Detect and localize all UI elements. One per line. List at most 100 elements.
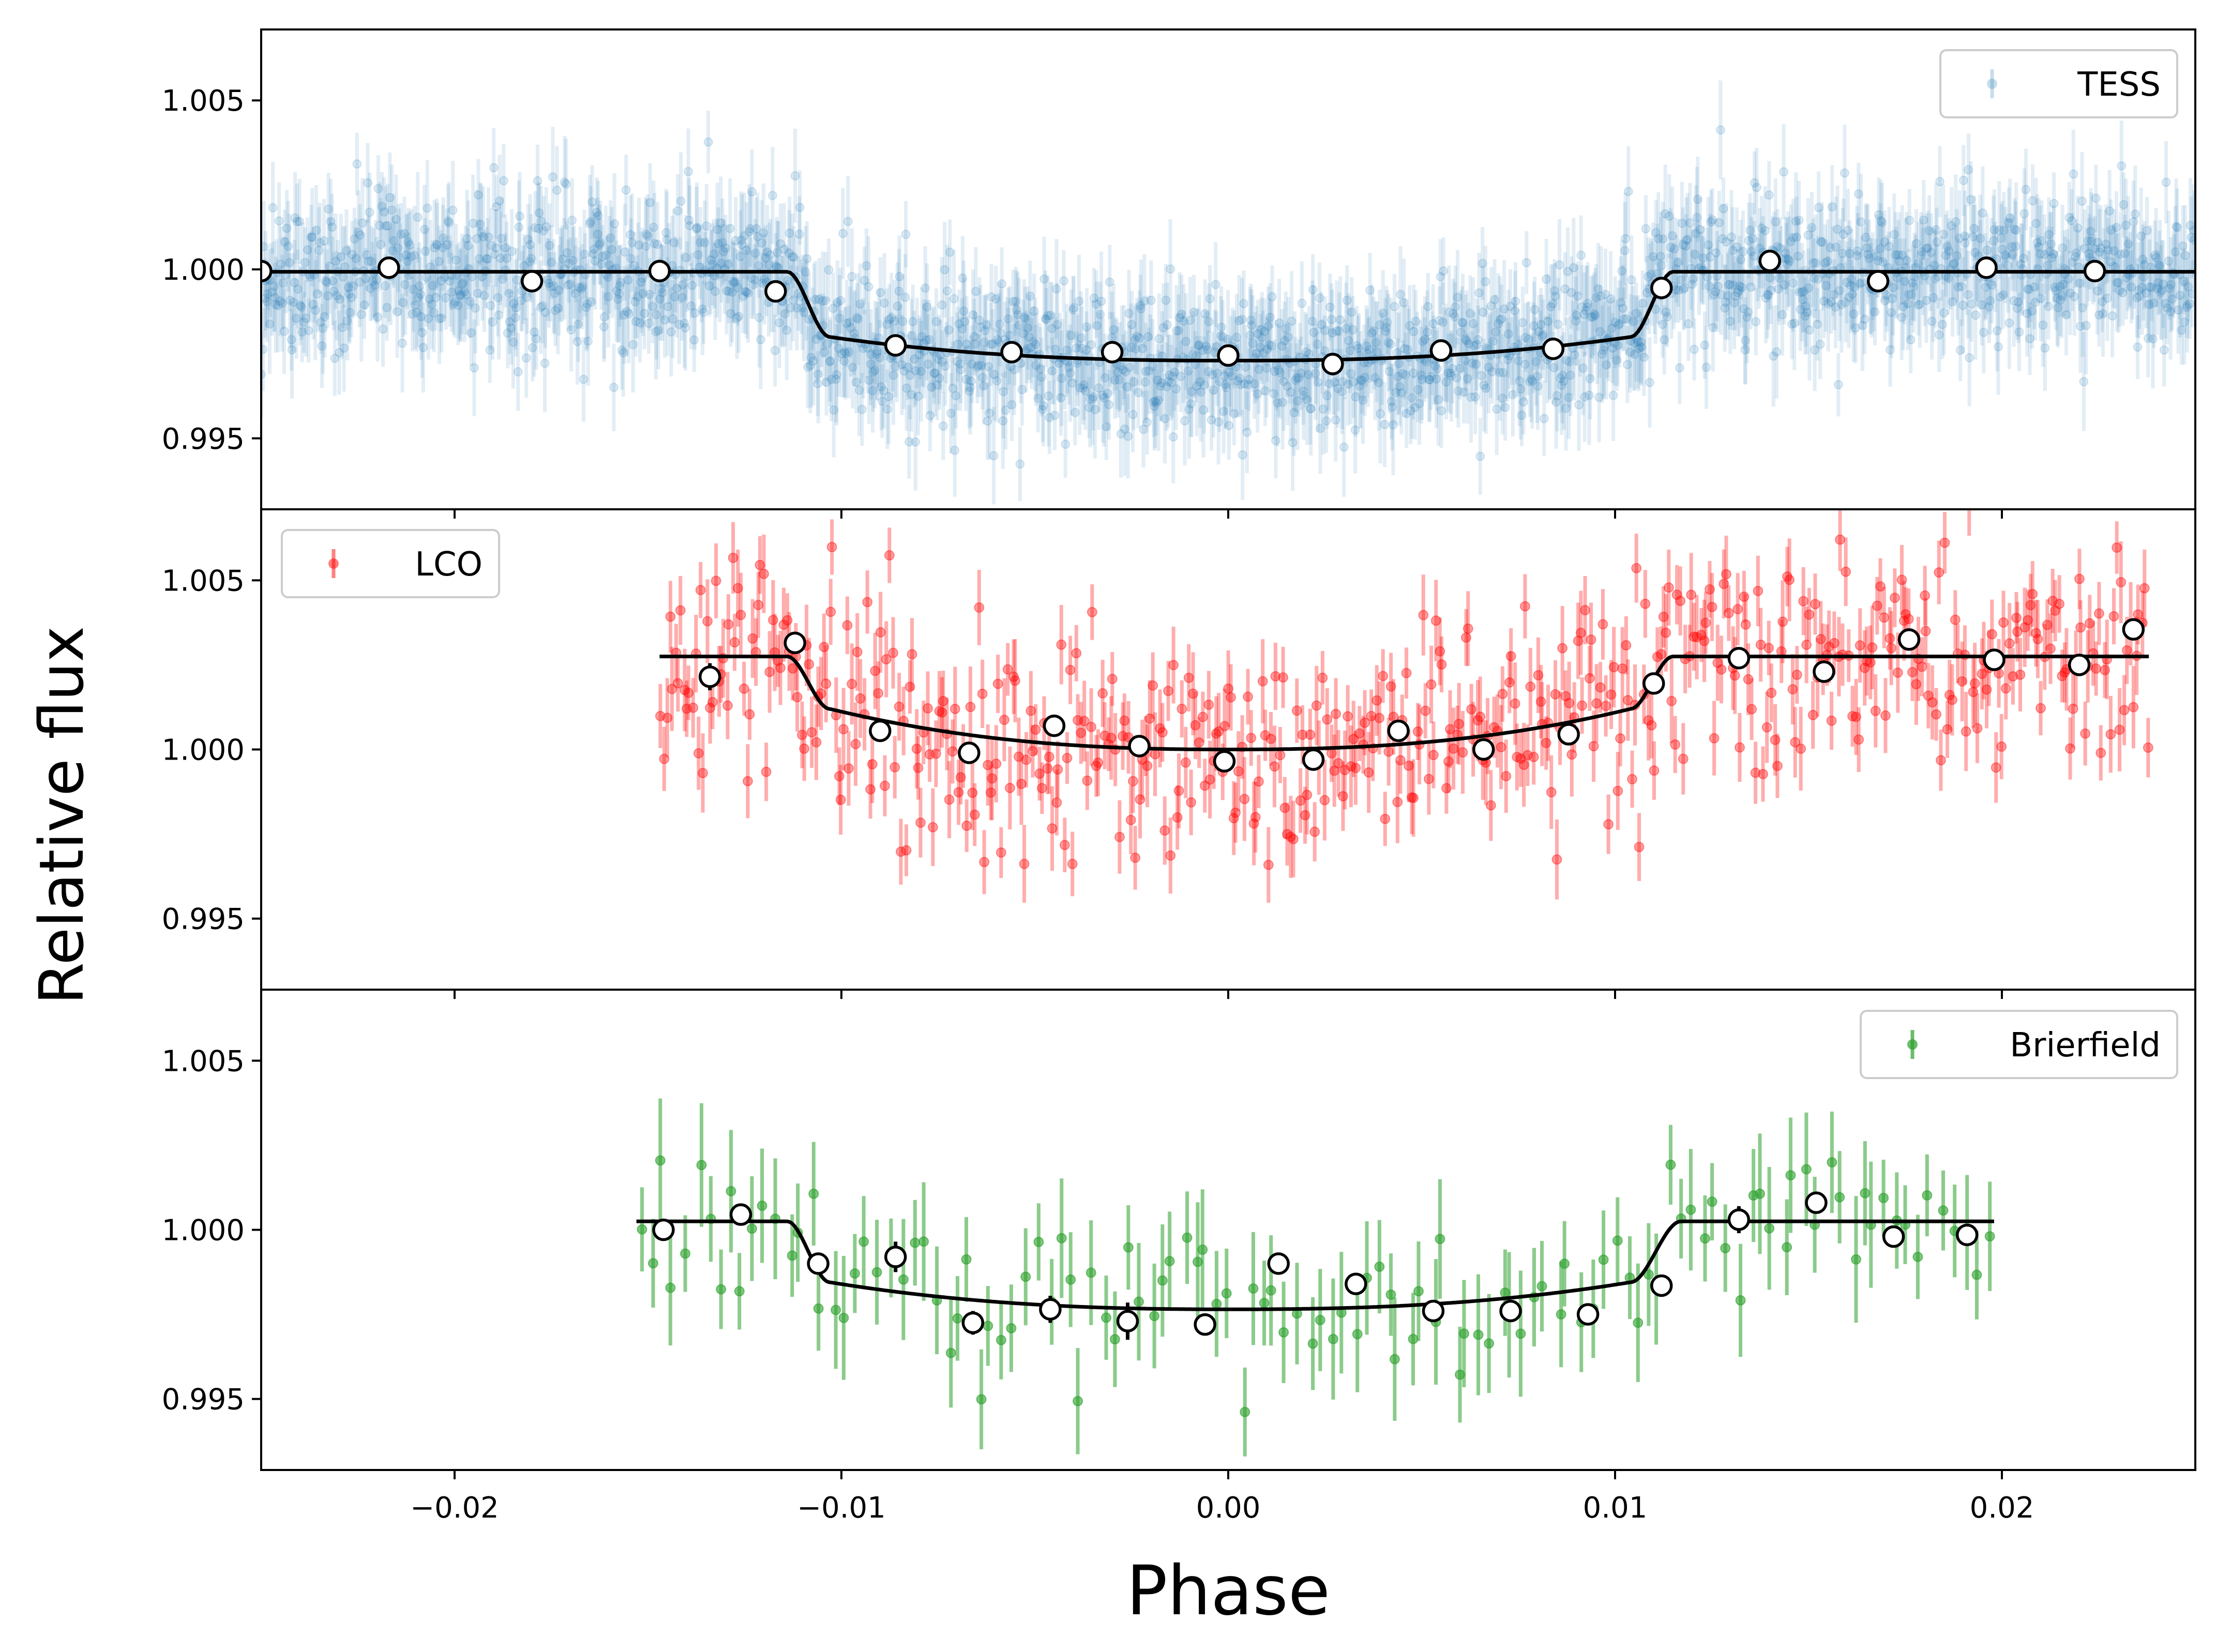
raw-data-point (430, 243, 440, 253)
raw-data-point (1149, 397, 1158, 407)
raw-data-point (2096, 748, 2106, 759)
raw-data-point (852, 313, 862, 323)
raw-data-point (1601, 701, 1611, 711)
raw-data-point (1069, 303, 1079, 313)
raw-data-point (728, 277, 738, 286)
raw-data-point (505, 317, 515, 327)
raw-data-point (907, 331, 916, 341)
legend: TESS (1939, 49, 2178, 118)
raw-data-point (316, 317, 326, 327)
raw-data-point (726, 1186, 736, 1196)
raw-data-point (1163, 320, 1172, 330)
raw-data-point (826, 541, 837, 552)
raw-data-point (575, 282, 584, 292)
raw-data-point (741, 287, 750, 297)
raw-data-point (730, 277, 740, 287)
raw-data-point (699, 308, 708, 317)
raw-data-point (561, 179, 571, 189)
raw-data-point (415, 290, 425, 299)
raw-data-point (799, 743, 810, 754)
raw-data-point (1603, 819, 1614, 830)
raw-data-point (471, 303, 480, 313)
raw-data-point (1939, 537, 1950, 548)
raw-data-point (749, 275, 759, 285)
raw-data-point (644, 319, 654, 328)
raw-data-point (530, 327, 539, 337)
raw-data-point (934, 373, 944, 383)
raw-data-point (1500, 402, 1510, 412)
raw-data-point (727, 287, 737, 297)
raw-data-point (1181, 337, 1191, 346)
raw-data-point (1621, 640, 1632, 651)
raw-data-points (261, 80, 2195, 505)
raw-data-point (414, 281, 424, 291)
binned-point (764, 280, 787, 303)
raw-data-point (916, 367, 926, 376)
raw-data-point (1269, 761, 1280, 772)
raw-data-point (2161, 177, 2171, 187)
raw-data-point (1014, 321, 1024, 330)
raw-data-point (565, 279, 575, 289)
raw-data-point (1142, 761, 1153, 771)
raw-data-point (948, 384, 958, 393)
raw-data-point (283, 241, 293, 251)
raw-data-point (1270, 367, 1279, 376)
raw-data-point (381, 221, 390, 231)
raw-data-point (2116, 577, 2127, 587)
raw-data-point (716, 259, 726, 268)
raw-data-point (287, 345, 297, 355)
binned-point (869, 719, 892, 742)
raw-data-point (408, 309, 417, 319)
raw-data-point (314, 246, 324, 255)
raw-data-point (873, 688, 884, 699)
raw-data-point (344, 289, 354, 299)
raw-data-point (276, 259, 286, 269)
raw-data-point (657, 284, 667, 294)
raw-data-point (845, 317, 855, 327)
raw-data-point (811, 737, 822, 748)
raw-data-point (653, 239, 662, 249)
raw-data-point (1457, 747, 1468, 758)
raw-data-point (1066, 330, 1076, 340)
raw-data-point (1050, 411, 1060, 420)
raw-data-point (1102, 422, 1111, 432)
raw-data-point (1235, 373, 1245, 383)
raw-data-point (574, 320, 583, 329)
raw-data-point (1192, 381, 1202, 391)
binned-point (1642, 672, 1665, 695)
raw-data-point (1025, 291, 1035, 301)
raw-data-point (1374, 713, 1385, 723)
raw-data-point (979, 338, 989, 347)
raw-data-point (1013, 310, 1022, 320)
raw-data-point (544, 278, 554, 288)
raw-data-point (868, 386, 878, 396)
raw-data-point (1110, 375, 1120, 385)
raw-data-point (382, 302, 392, 312)
raw-data-point (996, 328, 1006, 338)
raw-data-point (1580, 605, 1591, 616)
raw-data-point (1437, 406, 1446, 416)
raw-data-point (1166, 264, 1175, 274)
raw-data-point (1199, 380, 1209, 390)
raw-data-point (547, 257, 556, 267)
raw-data-point (942, 286, 952, 296)
raw-data-point (775, 318, 785, 328)
raw-data-point (366, 283, 375, 293)
raw-data-point (1305, 729, 1316, 740)
raw-data-point (764, 260, 774, 269)
raw-data-point (445, 276, 455, 286)
raw-data-point (609, 383, 619, 392)
raw-data-point (670, 292, 680, 302)
raw-data-point (521, 353, 531, 363)
raw-data-point (380, 281, 390, 291)
raw-data-point (550, 306, 560, 315)
raw-data-point (355, 277, 365, 287)
raw-data-point (986, 339, 996, 349)
raw-data-point (328, 276, 338, 286)
raw-data-point (804, 659, 815, 670)
raw-data-point (847, 272, 857, 282)
raw-data-point (630, 297, 640, 307)
raw-data-point (917, 332, 927, 342)
raw-data-point (495, 196, 505, 206)
raw-data-point (327, 222, 337, 232)
